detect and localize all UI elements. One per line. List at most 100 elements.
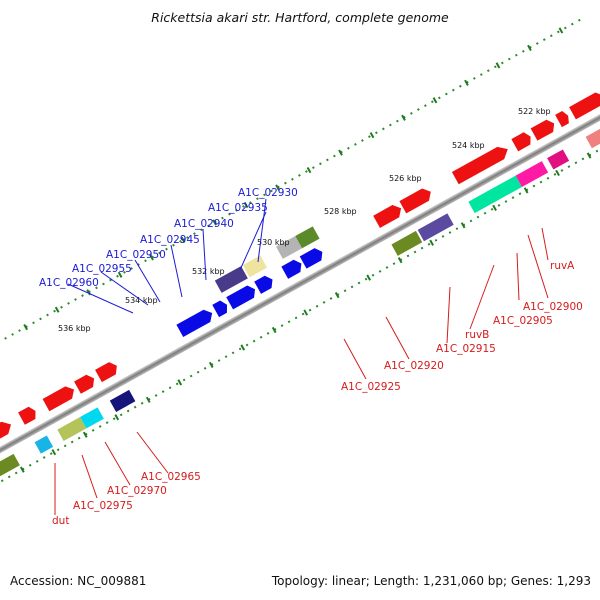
gene-box[interactable] <box>57 417 87 442</box>
gene-label[interactable]: A1C_02970 <box>107 485 167 497</box>
gene-arrow[interactable] <box>176 307 215 338</box>
gene-label[interactable]: A1C_02960 <box>39 277 99 289</box>
scale-tick <box>114 414 120 421</box>
tick-label: 526 kbp <box>389 174 422 183</box>
scale-tick <box>558 27 564 34</box>
tick-label: 536 kbp <box>58 324 91 333</box>
gene-box[interactable] <box>295 226 320 249</box>
gene-box[interactable] <box>417 213 454 242</box>
scale-tick <box>555 169 560 177</box>
scale-tick <box>338 149 343 156</box>
scale-tick <box>145 396 151 403</box>
scale-tick <box>464 79 469 86</box>
gene-label[interactable]: A1C_02945 <box>140 234 200 246</box>
scale-tick <box>82 431 88 438</box>
gene-arrow[interactable] <box>555 110 571 128</box>
gene-label[interactable]: A1C_02955 <box>72 263 132 275</box>
accession-label: Accession: NC_009881 <box>10 574 147 588</box>
gene-arrow[interactable] <box>18 405 39 425</box>
scale-tick <box>208 361 214 369</box>
scale-tick <box>460 222 466 229</box>
gene-arrow[interactable] <box>511 130 534 152</box>
scale-tick <box>527 44 532 52</box>
gene-label[interactable]: A1C_02935 <box>208 202 268 214</box>
gene-arrow[interactable] <box>42 383 78 412</box>
scale-tick <box>19 466 25 473</box>
scale-tick <box>586 152 592 159</box>
gene-label[interactable]: A1C_02965 <box>141 471 201 483</box>
gene-box[interactable] <box>242 255 268 278</box>
gene-box[interactable] <box>214 266 248 293</box>
gene-label[interactable]: A1C_02975 <box>73 500 133 512</box>
scale-tick <box>180 236 186 243</box>
gene-label[interactable]: A1C_02915 <box>436 343 496 355</box>
scale-tick <box>401 114 406 121</box>
gene-arrow[interactable] <box>74 372 97 394</box>
scale-tick <box>149 254 154 261</box>
scale-line-outer <box>0 16 585 383</box>
gene-label[interactable]: A1C_02905 <box>493 315 553 327</box>
tick-label: 524 kbp <box>452 141 485 150</box>
scale-tick <box>369 132 375 139</box>
gene-label[interactable]: A1C_02940 <box>174 218 234 230</box>
gene-label[interactable]: A1C_02925 <box>341 381 401 393</box>
scale-tick <box>117 271 123 278</box>
gene-arrow[interactable] <box>0 418 14 451</box>
gene-box[interactable] <box>515 161 549 187</box>
scale-tick <box>240 344 246 351</box>
scale-tick <box>54 306 60 313</box>
genome-backbone <box>0 93 600 468</box>
tick-label: 532 kbp <box>192 267 225 276</box>
gene-label[interactable]: dut <box>52 515 69 527</box>
gene-box[interactable] <box>276 236 303 259</box>
gene-arrow[interactable] <box>95 360 120 383</box>
map-title: Rickettsia akari str. Hartford, complete… <box>151 10 449 25</box>
scale-tick <box>23 324 28 331</box>
scale-tick <box>334 292 340 299</box>
scale-tick <box>177 379 183 386</box>
gene-box[interactable] <box>468 175 522 214</box>
gene-arrow[interactable] <box>226 283 258 310</box>
scale-tick <box>432 97 438 104</box>
gene-label[interactable]: A1C_02920 <box>384 360 444 372</box>
gene-box[interactable] <box>80 407 104 429</box>
gene-label[interactable]: A1C_02930 <box>238 187 298 199</box>
gene-label[interactable]: ruvB <box>465 329 489 341</box>
tick-label: 528 kbp <box>324 207 357 216</box>
gene-arrow[interactable] <box>399 186 434 214</box>
gene-box[interactable] <box>109 389 136 412</box>
gene-arrow[interactable] <box>212 299 230 318</box>
scale-tick <box>495 62 501 69</box>
scale-tick <box>492 204 497 211</box>
gene-arrow[interactable] <box>451 143 511 185</box>
gene-box[interactable] <box>34 435 54 454</box>
scale-tick <box>523 187 529 194</box>
scale-tick <box>397 257 403 264</box>
gene-box[interactable] <box>0 453 20 480</box>
scale-tick <box>366 274 371 281</box>
gene-arrow[interactable] <box>281 257 304 279</box>
scale-tick <box>275 184 280 191</box>
genome-track <box>0 16 600 490</box>
scale-tick <box>243 201 249 209</box>
gene-arrow[interactable] <box>530 117 558 141</box>
tick-label: 530 kbp <box>257 238 290 247</box>
gene-box[interactable] <box>391 230 423 256</box>
gene-box[interactable] <box>585 119 600 149</box>
tick-label: 522 kbp <box>518 107 551 116</box>
gene-label[interactable]: A1C_02950 <box>106 249 166 261</box>
scale-line-inner <box>0 124 600 490</box>
callout-lines <box>54 198 549 515</box>
gene-label[interactable]: ruvA <box>550 260 575 272</box>
scale-labels: 522 kbp 524 kbp 526 kbp 528 kbp 530 kbp … <box>58 107 551 333</box>
scale-tick <box>51 449 57 456</box>
gene-arrow[interactable] <box>569 90 600 120</box>
gene-arrow[interactable] <box>299 246 326 269</box>
gene-label[interactable]: A1C_02900 <box>523 301 583 313</box>
gene-arrow[interactable] <box>254 273 276 294</box>
genome-summary-label: Topology: linear; Length: 1,231,060 bp; … <box>271 574 591 588</box>
gene-arrow[interactable] <box>373 202 404 228</box>
gene-box[interactable] <box>547 149 570 170</box>
plus-strand-genes <box>0 119 600 480</box>
